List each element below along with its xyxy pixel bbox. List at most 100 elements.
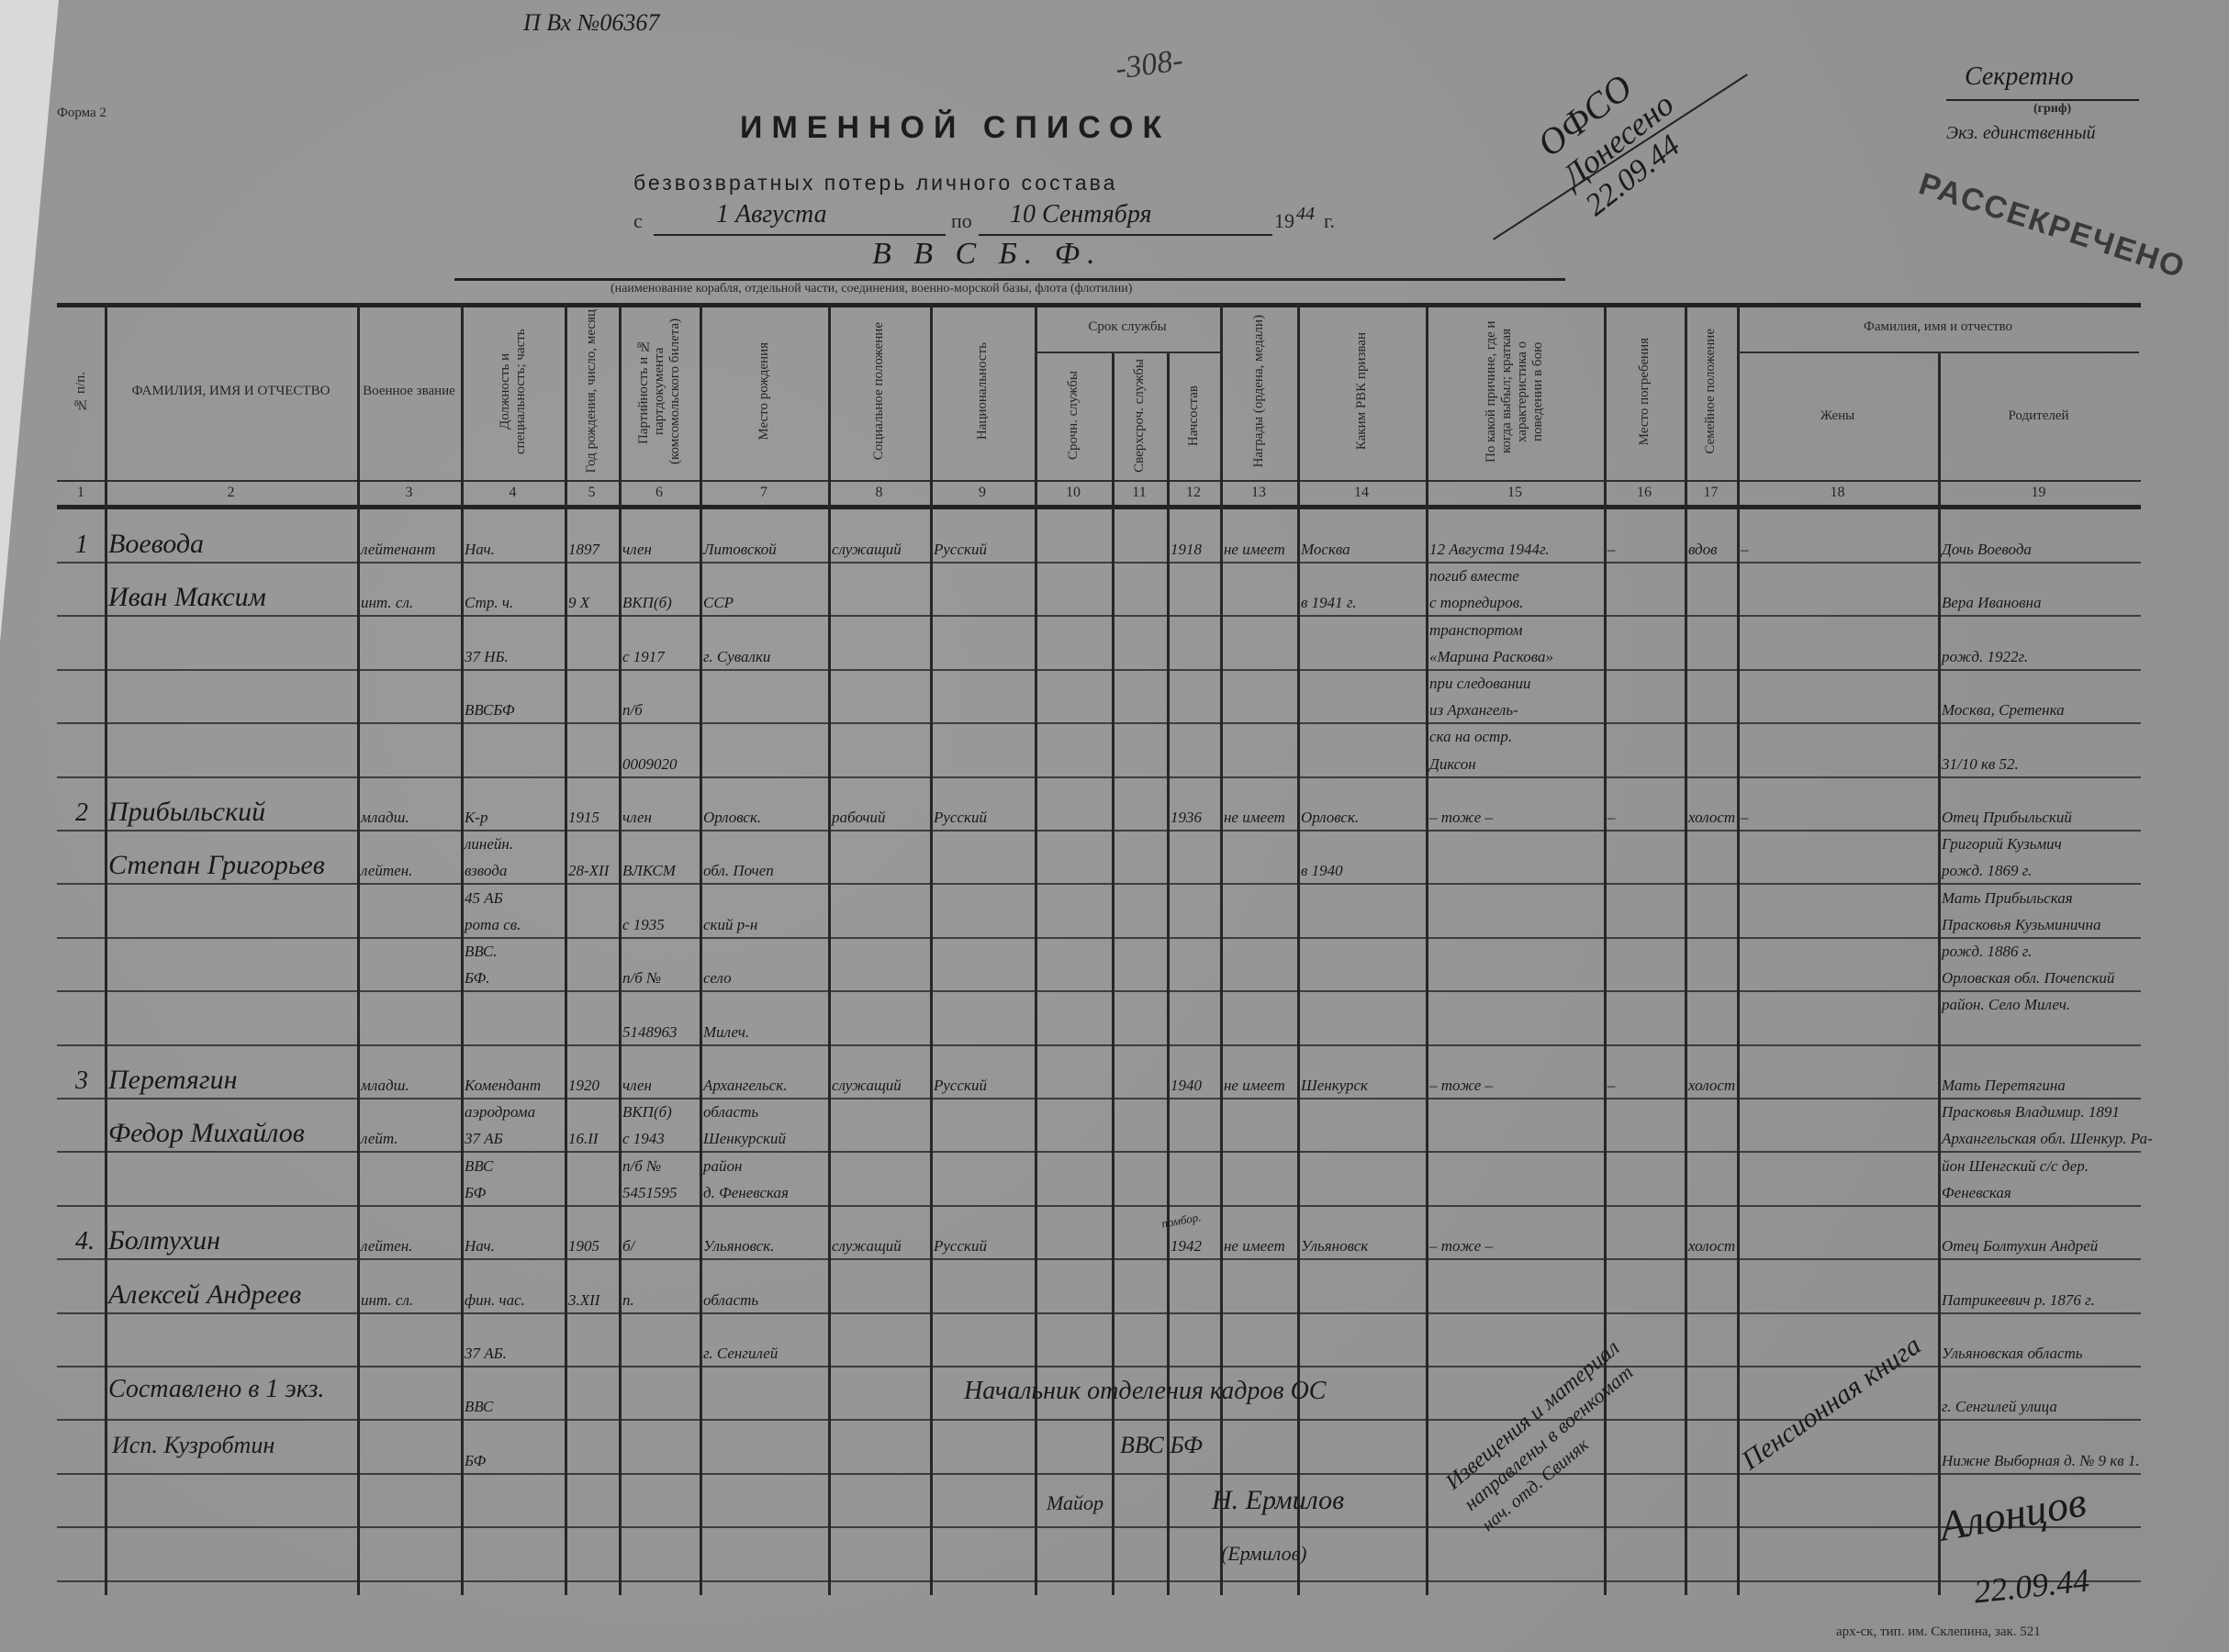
person-4-party: п. bbox=[622, 1291, 634, 1309]
column-number: 3 bbox=[405, 485, 413, 500]
period-to-underline bbox=[979, 234, 1272, 236]
person-1-position: 37 НБ. bbox=[465, 648, 509, 665]
person-3-social: служащий bbox=[832, 1077, 902, 1094]
column-header-label: Родителей bbox=[2008, 407, 2069, 423]
column-header-label: Начсостав bbox=[1185, 385, 1201, 447]
person-3-parents: Архангельская обл. Шенкур. Ра- bbox=[1942, 1130, 2153, 1147]
column-header-label: Жены bbox=[1820, 407, 1855, 423]
person-3-parents: йон Шенгский с/с дер. bbox=[1942, 1157, 2089, 1175]
page-number: -308- bbox=[1113, 43, 1185, 86]
person-1-parents: Дочь Воевода bbox=[1942, 541, 2032, 558]
column-header-label: Национальность bbox=[974, 342, 990, 441]
column-number: 2 bbox=[227, 485, 235, 500]
person-4-rank: инт. сл. bbox=[361, 1291, 414, 1309]
column-header-9: Национальность bbox=[930, 307, 1035, 476]
person-2-position: линейн. bbox=[465, 835, 514, 853]
column-number: 12 bbox=[1186, 485, 1201, 500]
column-number: 18 bbox=[1830, 485, 1845, 500]
person-1-cause: погиб вместе bbox=[1429, 567, 1519, 585]
row-rule bbox=[57, 1366, 2141, 1367]
person-3-parents: Прасковья Владимир. 1891 bbox=[1942, 1103, 2120, 1121]
person-3-awards: не имеет bbox=[1224, 1077, 1285, 1094]
person-3-party: ВКП(б) bbox=[622, 1103, 672, 1121]
column-header-label: Военное звание bbox=[363, 384, 455, 398]
person-4-parents: Нижне Выборная д. № 9 кв 1. bbox=[1942, 1452, 2140, 1469]
person-2-parents: Прасковья Кузьминична bbox=[1942, 916, 2101, 933]
column-header-label: Каким РВК призван bbox=[1353, 332, 1369, 451]
chief-rank: Майор bbox=[1047, 1491, 1104, 1514]
person-2-rvk: Орловск. bbox=[1301, 809, 1360, 826]
column-header-7: Место рождения bbox=[700, 307, 828, 476]
person-3-position: ВВС bbox=[465, 1157, 494, 1175]
column-rule bbox=[930, 303, 933, 1595]
person-1-rvk: Москва bbox=[1301, 541, 1350, 558]
column-header-15: По какой причине, где и когда выбыл; кра… bbox=[1426, 307, 1604, 476]
person-3-position: 37 АБ bbox=[465, 1130, 503, 1147]
year-prefix: 19 bbox=[1274, 209, 1294, 232]
column-number: 16 bbox=[1637, 485, 1652, 500]
period-to: 10 Сентября bbox=[1010, 200, 1152, 229]
column-rule bbox=[619, 303, 622, 1595]
row-rule bbox=[57, 883, 2141, 885]
person-4-position: фин. час. bbox=[465, 1291, 525, 1309]
unit-caption: (наименование корабля, отдельной части, … bbox=[610, 282, 1133, 296]
person-4-parents: г. Сенгилей улица bbox=[1942, 1398, 2057, 1415]
group-rule-relatives bbox=[1737, 352, 2139, 353]
person-4-rvk: Ульяновск bbox=[1301, 1237, 1369, 1255]
row-rule bbox=[57, 937, 2141, 939]
person-3-parents: Мать Перетягина bbox=[1942, 1077, 2066, 1094]
column-header-5: Год рождения, число, месяц bbox=[565, 307, 619, 476]
person-2-party: 5148963 bbox=[622, 1023, 678, 1041]
person-1-num: 1 bbox=[75, 530, 88, 559]
person-2-party: с 1935 bbox=[622, 916, 665, 933]
person-4-name: Болтухин bbox=[108, 1225, 221, 1256]
person-3-cause: – тоже – bbox=[1429, 1077, 1493, 1094]
person-4-family: холост bbox=[1688, 1237, 1736, 1255]
column-header-label: Год рождения, число, месяц bbox=[584, 309, 599, 474]
chief-unit: ВВС БФ bbox=[1120, 1432, 1203, 1458]
person-4-parents: Отец Болтухин Андрей bbox=[1942, 1237, 2099, 1255]
person-4-num: 4. bbox=[75, 1227, 95, 1256]
person-1-birthplace: Литовской bbox=[703, 541, 777, 558]
person-4-rank: лейтен. bbox=[361, 1237, 413, 1255]
copy-note: Экз. единственный bbox=[1946, 123, 2096, 143]
column-rule bbox=[700, 303, 702, 1595]
person-1-cause: при следовании bbox=[1429, 675, 1531, 692]
column-header-6: Партийность и № партдокумента (комсомоль… bbox=[619, 307, 700, 476]
person-2-rank: лейтен. bbox=[361, 862, 413, 879]
secrecy-underline bbox=[1946, 99, 2139, 101]
person-2-party: член bbox=[622, 809, 652, 826]
person-2-awards: не имеет bbox=[1224, 809, 1285, 826]
person-2-position: 45 АБ bbox=[465, 889, 503, 907]
person-1-party: член bbox=[622, 541, 652, 558]
person-1-cause: «Марина Раскова» bbox=[1429, 648, 1553, 665]
person-2-birth: 1915 bbox=[568, 809, 599, 826]
person-1-social: служащий bbox=[832, 541, 902, 558]
person-2-birthplace: обл. Почеп bbox=[703, 862, 774, 879]
column-header-14: Каким РВК призван bbox=[1297, 307, 1426, 476]
person-3-name: Перетягин bbox=[108, 1065, 238, 1095]
person-3-party: 5451595 bbox=[622, 1184, 678, 1201]
column-number: 6 bbox=[655, 485, 663, 500]
row-rule bbox=[57, 1312, 2141, 1314]
row-rule bbox=[57, 669, 2141, 671]
person-4-cause: – тоже – bbox=[1429, 1237, 1493, 1255]
header-number-rule bbox=[57, 480, 2141, 482]
person-4-birthplace: Ульяновск. bbox=[703, 1237, 775, 1255]
period-to-label: по bbox=[951, 209, 972, 232]
column-header-label: Социальное положение bbox=[871, 322, 886, 461]
person-3-birth: 16.II bbox=[568, 1130, 599, 1147]
column-rule bbox=[1737, 303, 1740, 1595]
header-bottom-rule bbox=[57, 505, 2141, 509]
person-3-party: член bbox=[622, 1077, 652, 1094]
person-1-position: ВВСБФ bbox=[465, 701, 515, 719]
column-header-19: Родителей bbox=[1938, 355, 2139, 476]
column-header-16: Место погребения bbox=[1604, 307, 1685, 476]
chief-title: Начальник отделения кадров ОС bbox=[964, 1377, 1327, 1405]
person-4-birthplace: г. Сенгилей bbox=[703, 1345, 778, 1362]
column-number: 10 bbox=[1066, 485, 1081, 500]
column-rule bbox=[1220, 303, 1223, 1595]
declassified-stamp: РАССЕКРЕЧЕНО bbox=[1914, 166, 2190, 285]
person-2-position: рота св. bbox=[465, 916, 521, 933]
person-1-cause: Диксон bbox=[1429, 755, 1476, 773]
